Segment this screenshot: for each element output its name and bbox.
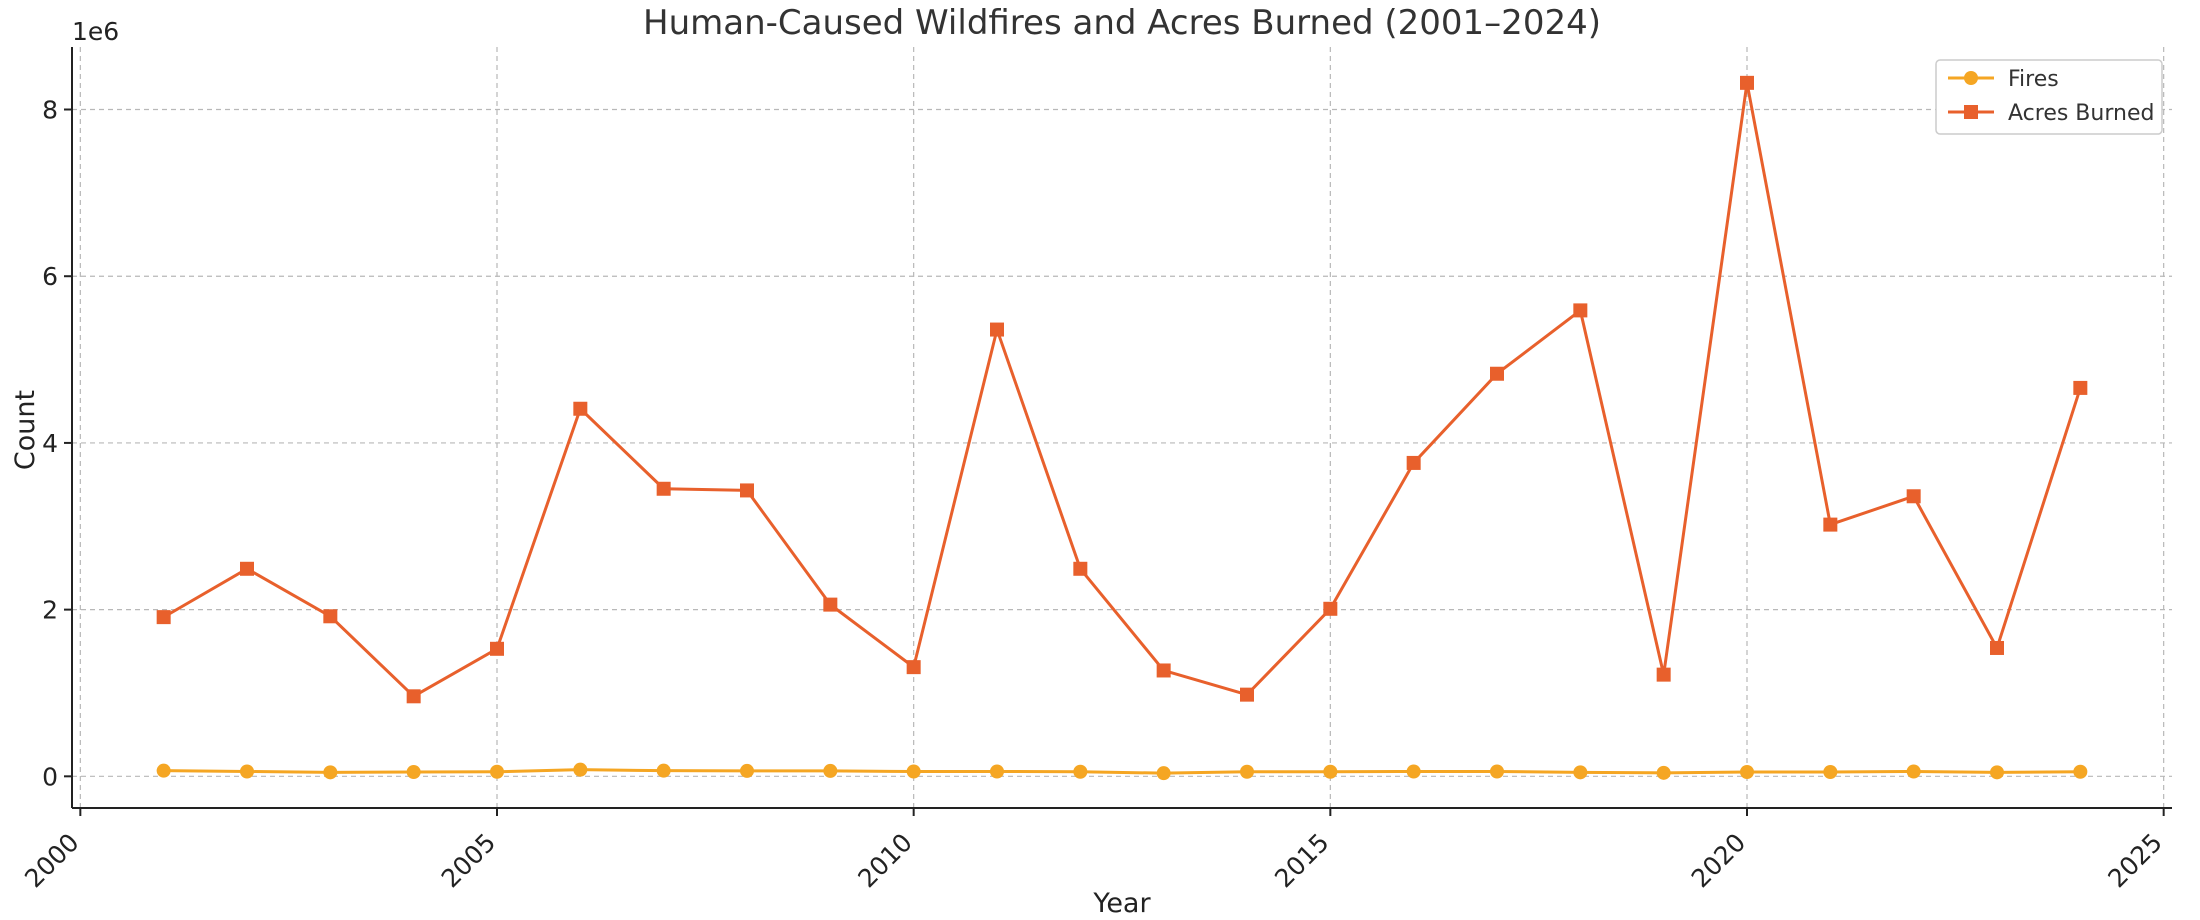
acres-burned-point [573, 401, 588, 416]
legend-acres-burned-marker [1964, 105, 1978, 119]
fires-point [1323, 764, 1338, 779]
acres-burned-point [1240, 687, 1254, 702]
acres-burned-point [1990, 640, 2004, 655]
fires-point [1156, 766, 1171, 781]
acres-burned-point [490, 641, 504, 656]
acres-burned-point [1656, 667, 1671, 682]
acres-burned-point [1740, 75, 1754, 90]
acres-burned-point [1906, 489, 1921, 504]
acres-burned-point [1823, 517, 1838, 532]
acres-burned-point [240, 561, 254, 576]
acres-burned-point [823, 597, 838, 612]
fires-point [740, 763, 754, 778]
x-tick-label: 2005 [436, 828, 501, 893]
fires-point [406, 764, 421, 779]
x-tick-label: 2010 [852, 828, 917, 893]
legend-acres-burned-label: Acres Burned [2008, 101, 2154, 126]
acres-burned-point [2073, 380, 2088, 395]
series-fires [156, 762, 2088, 781]
fires-point [1240, 764, 1254, 779]
acres-burned-point [1156, 663, 1171, 678]
y-axis-label: Count [10, 390, 41, 470]
y-tick-label: 8 [42, 96, 58, 125]
fires-point [1823, 764, 1838, 779]
fires-point [990, 764, 1004, 779]
y-tick-label: 4 [42, 429, 58, 458]
fires-point [240, 764, 254, 779]
legend: Fires Acres Burned [1935, 59, 2163, 135]
fires-point [1406, 764, 1421, 779]
legend-fires-label: Fires [2008, 67, 2059, 92]
fires-point [1656, 765, 1671, 780]
axes [71, 47, 2172, 809]
series [156, 75, 2088, 781]
x-tick-label: 2000 [19, 828, 84, 893]
chart-title: Human-Caused Wildfires and Acres Burned … [643, 3, 1601, 43]
fires-point [1740, 764, 1754, 779]
acres-burned-point [1323, 601, 1338, 616]
fires-point [1073, 764, 1088, 779]
fires-point [2073, 764, 2088, 779]
series-acres-burned [156, 75, 2088, 704]
fires-line [163, 768, 2081, 775]
y-tick-label: 0 [42, 762, 58, 791]
acres-burned-point [406, 689, 421, 704]
fires-point [656, 763, 671, 778]
y-tick-label: 6 [42, 262, 58, 291]
fires-point [823, 763, 838, 778]
x-tick-label: 2025 [2102, 828, 2167, 893]
fires-point [1573, 765, 1588, 780]
acres-burned-point [1573, 303, 1588, 318]
y-tick-label: 2 [42, 596, 58, 625]
x-axis-label: Year [1092, 888, 1151, 919]
acres-burned-point [656, 481, 671, 496]
fires-point [1490, 764, 1504, 779]
acres-burned-point [906, 660, 921, 675]
fires-point [323, 765, 338, 780]
acres-burned-point [323, 609, 338, 624]
legend-fires-marker [1964, 71, 1978, 85]
fires-point [1906, 764, 1921, 779]
y-scale-label: 1e6 [72, 17, 119, 46]
fires-point [1990, 765, 2004, 780]
fires-point [156, 763, 171, 778]
acres-burned-point [1490, 366, 1504, 381]
fires-point [906, 764, 921, 779]
grid [72, 47, 2172, 808]
acres-burned-point [740, 483, 754, 498]
acres-burned-line [162, 81, 2082, 698]
fires-point [490, 764, 504, 779]
x-tick-label: 2015 [1269, 828, 1334, 893]
x-tick-label: 2020 [1686, 828, 1751, 893]
acres-burned-point [1073, 561, 1088, 576]
acres-burned-point [156, 610, 171, 625]
acres-burned-point [990, 322, 1004, 337]
acres-burned-point [1406, 455, 1421, 470]
fires-point [573, 762, 588, 777]
